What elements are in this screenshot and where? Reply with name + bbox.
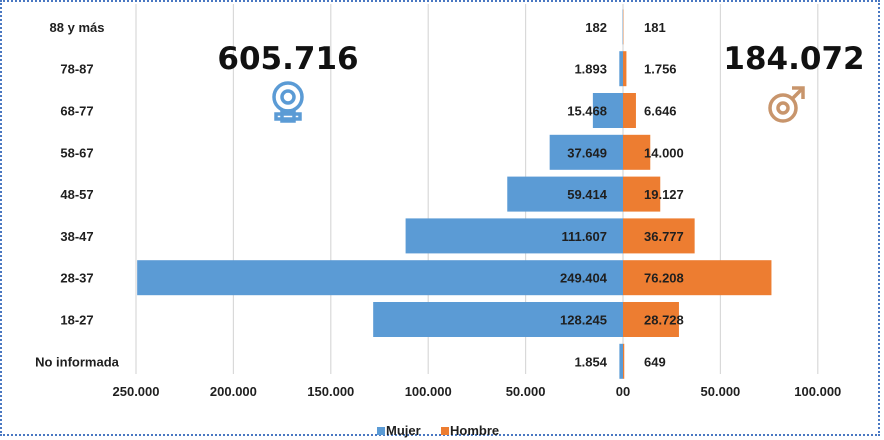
category-label: 28-37 [60, 271, 93, 286]
bar-hombre [623, 343, 625, 379]
legend-swatch-hombre [441, 427, 449, 435]
data-label-hombre: 181 [644, 20, 666, 35]
data-label-hombre: 649 [644, 354, 666, 369]
category-label: 48-57 [60, 187, 93, 202]
bar-mujer [592, 93, 623, 128]
category-label: 18-27 [60, 313, 93, 328]
bar-hombre [623, 218, 695, 254]
x-tick-label: 50.000 [701, 384, 741, 399]
bar-mujer [619, 51, 623, 87]
data-label-mujer: 249.404 [560, 271, 608, 286]
bars [137, 9, 772, 379]
x-tick-label: 00 [616, 384, 630, 399]
legend-label-hombre: Hombre [450, 423, 499, 438]
female-symbol-icon [272, 81, 304, 123]
bar-mujer [405, 218, 623, 254]
x-tick-label: 100.000 [794, 384, 841, 399]
category-label: 58-67 [60, 145, 93, 160]
bar-hombre [623, 134, 651, 170]
data-label-mujer: 59.414 [567, 187, 608, 202]
female-total: 605.716 [217, 41, 358, 77]
data-label-mujer: 111.607 [561, 229, 607, 244]
data-label-hombre: 14.000 [644, 145, 684, 160]
legend-label-mujer: Mujer [386, 423, 421, 438]
data-label-mujer: 182 [585, 20, 607, 35]
x-tick-label: 100.000 [405, 384, 452, 399]
category-label: 38-47 [60, 229, 93, 244]
data-label-mujer: 128.245 [560, 313, 607, 328]
category-label: No informada [35, 354, 120, 369]
data-label-hombre: 1.756 [644, 62, 677, 77]
male-total: 184.072 [723, 41, 864, 77]
bar-mujer [137, 260, 623, 296]
x-tick-label: 250.000 [113, 384, 160, 399]
data-label-hombre: 76.208 [644, 271, 684, 286]
category-labels: 88 y más 78-87 68-77 58-67 48-57 38-47 28-37 18… [35, 20, 120, 369]
bar-mujer [619, 343, 623, 379]
data-label-mujer: 1.893 [574, 62, 607, 77]
bar-hombre [623, 51, 627, 87]
category-label: 68-77 [60, 104, 93, 119]
x-axis-ticks: 250.000 200.000 150.000 100.000 50.000 00 50.0… [113, 384, 842, 399]
data-label-hombre: 19.127 [644, 187, 684, 202]
bar-mujer [507, 176, 623, 212]
bar-hombre [623, 176, 661, 212]
data-label-hombre: 28.728 [644, 313, 684, 328]
category-label: 78-87 [60, 62, 93, 77]
bar-hombre [623, 260, 772, 296]
data-label-mujer: 37.649 [567, 145, 607, 160]
bar-mujer [373, 302, 623, 337]
bar-mujer [549, 134, 623, 170]
data-label-hombre: 6.646 [644, 104, 677, 119]
category-label: 88 y más [50, 20, 105, 35]
data-labels: 182 181 1.893 1.756 15.468 6.646 37.649 14.000 5… [560, 20, 684, 369]
bar-hombre [623, 302, 679, 337]
data-label-mujer: 1.854 [574, 354, 607, 369]
bar-hombre [623, 93, 636, 128]
legend: Mujer Hombre [377, 423, 499, 438]
x-tick-label: 150.000 [307, 384, 354, 399]
x-tick-label: 50.000 [506, 384, 546, 399]
data-label-hombre: 36.777 [644, 229, 684, 244]
x-tick-label: 200.000 [210, 384, 257, 399]
legend-swatch-mujer [377, 427, 385, 435]
data-label-mujer: 15.468 [567, 104, 607, 119]
male-symbol-icon [768, 86, 805, 123]
